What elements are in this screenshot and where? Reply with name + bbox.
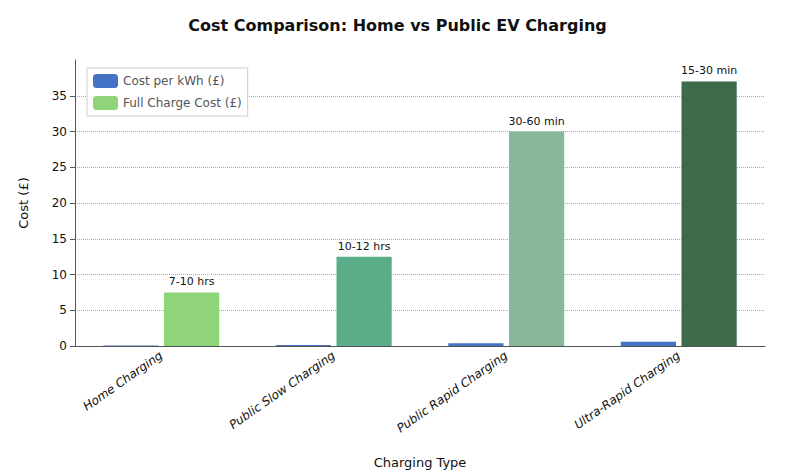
svg-text:Cost Comparison: Home vs Publi: Cost Comparison: Home vs Public EV Charg… bbox=[188, 16, 606, 35]
svg-text:15-30 min: 15-30 min bbox=[681, 64, 737, 77]
svg-text:30: 30 bbox=[52, 125, 67, 139]
svg-text:25: 25 bbox=[52, 160, 67, 174]
svg-text:10-12 hrs: 10-12 hrs bbox=[338, 240, 391, 253]
svg-text:7-10 hrs: 7-10 hrs bbox=[169, 275, 215, 288]
svg-text:Home Charging: Home Charging bbox=[80, 348, 165, 413]
svg-text:Ultra-Rapid Charging: Ultra-Rapid Charging bbox=[572, 348, 683, 432]
svg-text:Charging Type: Charging Type bbox=[374, 455, 467, 470]
svg-text:Public Slow Charging: Public Slow Charging bbox=[227, 348, 338, 432]
svg-text:35: 35 bbox=[52, 89, 67, 103]
svg-text:15: 15 bbox=[52, 232, 67, 246]
svg-text:20: 20 bbox=[52, 196, 67, 210]
svg-text:10: 10 bbox=[52, 268, 67, 282]
svg-text:30-60 min: 30-60 min bbox=[509, 115, 565, 128]
svg-text:0: 0 bbox=[59, 339, 67, 353]
svg-text:Cost (£): Cost (£) bbox=[16, 177, 31, 228]
svg-text:Full Charge Cost (£): Full Charge Cost (£) bbox=[123, 96, 242, 110]
svg-text:5: 5 bbox=[59, 303, 67, 317]
svg-text:Cost per kWh (£): Cost per kWh (£) bbox=[123, 74, 224, 88]
svg-text:Public Rapid Charging: Public Rapid Charging bbox=[394, 348, 510, 435]
